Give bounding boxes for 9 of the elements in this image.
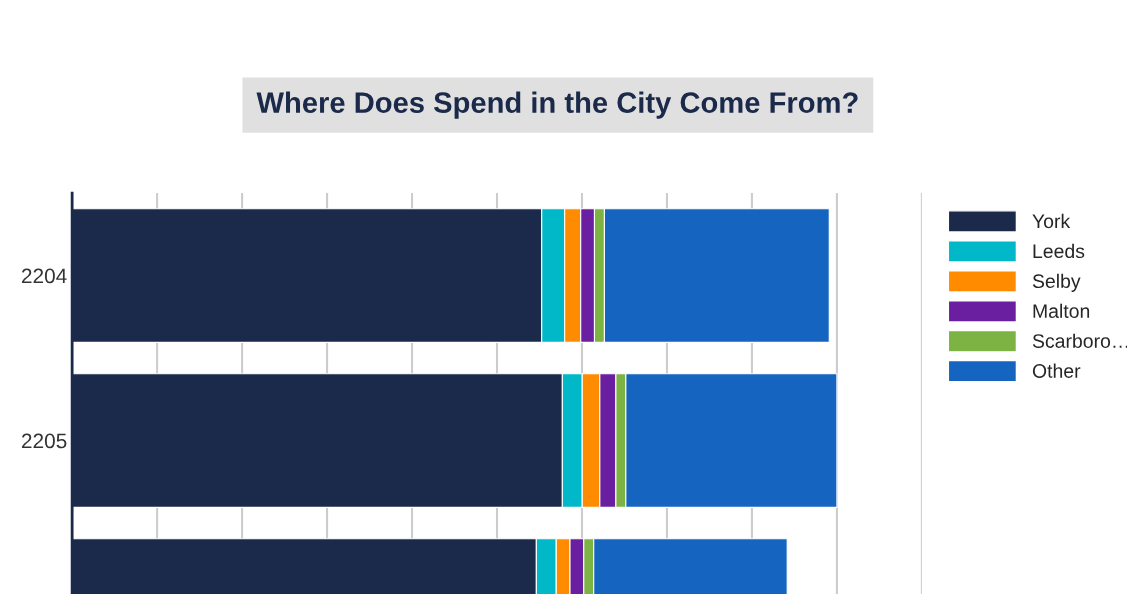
legend-label: Selby: [1032, 273, 1081, 292]
legend-label: Other: [1032, 363, 1081, 378]
legend-label: York: [1032, 213, 1071, 229]
y-tick-label: 2205: [21, 433, 67, 449]
chart-title: Where Does Spend in the City Come From?: [256, 91, 858, 119]
legend-label: Leeds: [1033, 243, 1085, 259]
y-tick-label: 2204: [21, 268, 67, 284]
legend-label: Malton: [1033, 303, 1090, 318]
legend-label: Scarboro…: [1032, 333, 1127, 348]
